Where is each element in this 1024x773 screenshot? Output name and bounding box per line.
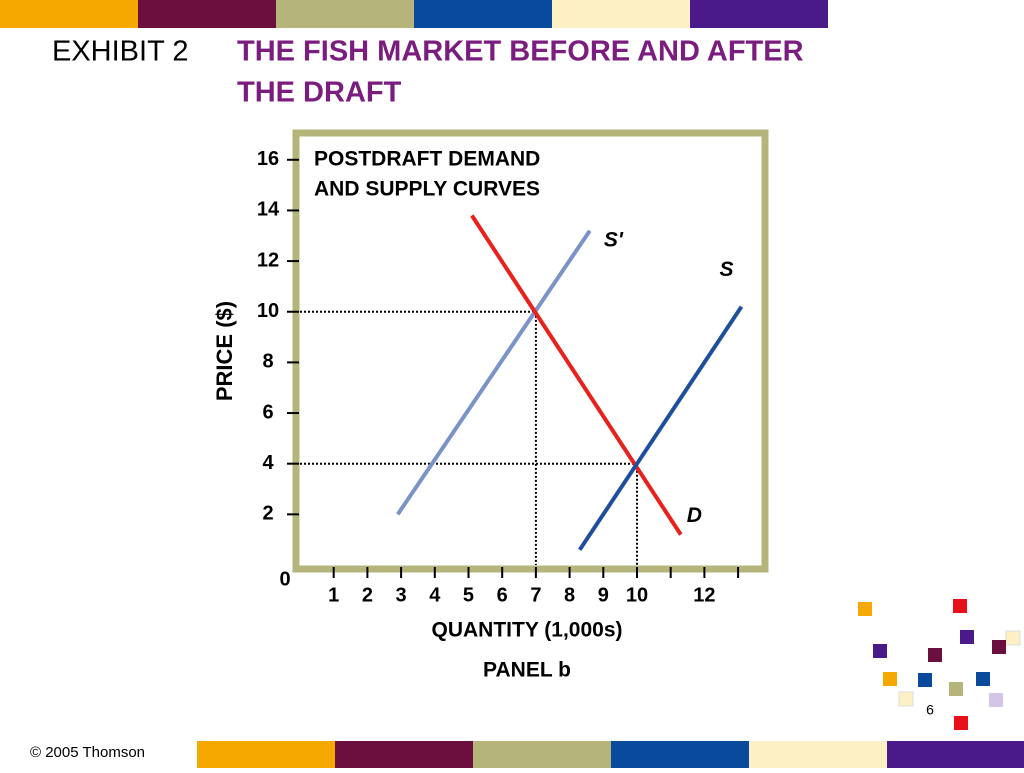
y-tick-label: 2 [262,503,273,525]
caption: PANEL b [483,659,571,682]
x-tick-label: 9 [598,584,609,606]
plot-frame [292,129,769,573]
y-tick-label: 10 [257,300,279,322]
series-line [396,229,592,516]
bottom-bars [197,741,1024,768]
y-tick-label: 8 [262,351,273,373]
x-tick-label: 12 [693,584,715,606]
series-line [470,214,683,536]
chart-title: POSTDRAFT DEMAND [314,148,540,171]
x-tick-label: 7 [530,584,541,606]
y-tick-label: 6 [262,401,273,423]
x-tick-label: 3 [396,584,407,606]
x-tick-label: 4 [429,584,441,606]
slide-title: THE FISH MARKET BEFORE AND AFTER [237,36,804,68]
guide-line [300,310,537,565]
y-tick-label: 14 [257,199,280,221]
x-tick-label: 2 [362,584,373,606]
x-tick-label: 1 [328,584,339,606]
series-line [578,305,744,551]
x-tick-label: 8 [564,584,575,606]
y-tick-label: 12 [257,249,279,271]
exhibit-label: EXHIBIT 2 [52,36,188,68]
y-tick-label: 0 [279,568,290,590]
x-tick-label: 10 [626,584,648,606]
top-bars [0,0,828,28]
y-axis-label: PRICE ($) [212,301,237,401]
x-axis-label: QUANTITY (1,000s) [432,619,623,642]
series-label: S' [604,228,624,251]
slide-title: THE DRAFT [237,77,402,109]
series-label: S [719,258,733,281]
series-label: D [687,504,702,527]
y-tick-label: 4 [262,452,274,474]
x-tick-label: 5 [463,584,474,606]
footer: © 2005 Thomson [30,744,145,761]
page-number: 6 [926,702,934,718]
decor-squares [858,599,1021,730]
y-tick-label: 16 [257,148,279,170]
x-tick-label: 6 [497,584,508,606]
chart-title: AND SUPPLY CURVES [314,178,540,201]
